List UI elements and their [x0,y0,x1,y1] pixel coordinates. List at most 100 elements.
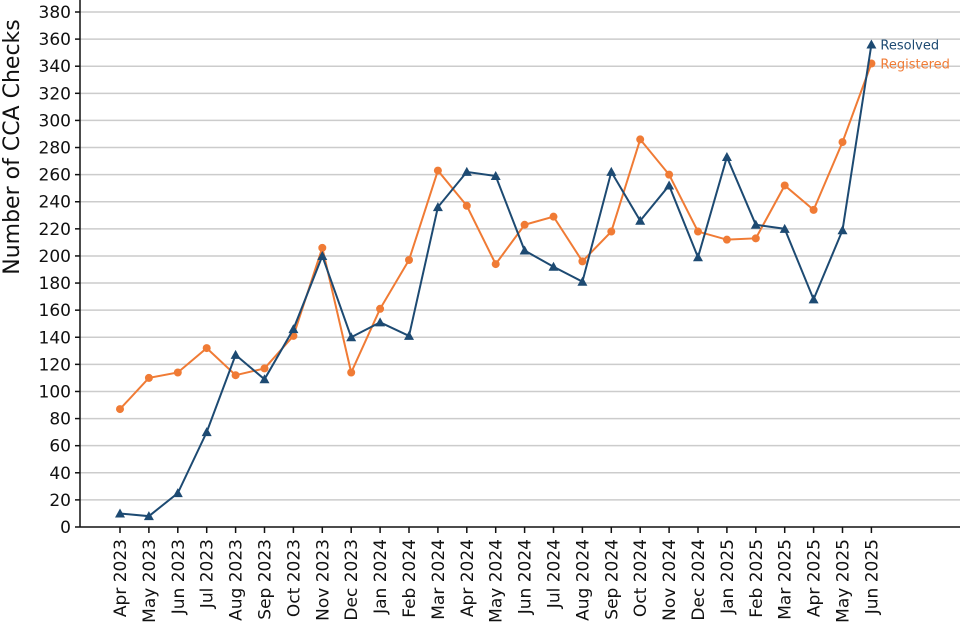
x-tick-label: Apr 2023 [111,539,131,617]
y-tick-label: 200 [39,247,71,267]
x-axis: Apr 2023 May 2023 Jun 2023 Jul 2023 Aug 2023… [80,526,960,623]
series-group [115,39,877,521]
y-axis: 0 20 40 60 80 100 120 140 160 180 200 220 240 260 280 3… [39,0,81,538]
data-point-registered [549,212,558,221]
x-tick-label: Dec 2024 [689,539,709,621]
y-tick-label: 320 [39,84,71,104]
data-point-resolved [461,166,472,176]
x-tick-label: Jan 2024 [371,539,391,615]
data-point-resolved [808,294,819,304]
data-point-registered [578,257,587,266]
data-point-resolved [201,427,212,437]
data-point-resolved [490,170,501,180]
x-tick-label: Mar 2024 [429,539,449,620]
y-tick-label: 220 [39,220,71,240]
data-point-registered [173,368,182,377]
data-point-resolved [664,180,675,190]
x-tick-label: Sep 2023 [256,539,276,620]
data-point-resolved [606,166,617,176]
data-point-resolved [519,245,530,255]
data-point-registered [809,205,818,214]
gridlines [80,11,960,501]
data-point-registered [780,181,789,190]
y-tick-label: 120 [39,355,71,375]
y-tick-label: 380 [39,3,71,23]
y-tick-label: 80 [49,410,71,430]
data-point-resolved [259,374,270,384]
x-tick-label: Jun 2024 [516,539,536,615]
y-tick-label: 60 [49,437,71,457]
data-point-registered [722,235,731,244]
x-tick-label: Jun 2025 [862,539,882,615]
x-tick-label: Jul 2023 [198,539,218,609]
data-point-registered [144,373,153,382]
x-tick-label: Aug 2023 [227,539,247,621]
x-tick-label: Mar 2025 [776,539,796,620]
data-point-registered [260,364,269,373]
data-point-resolved [404,330,414,340]
data-point-registered [751,234,760,243]
y-tick-label: 40 [49,464,71,484]
x-tick-label: May 2024 [487,539,507,623]
y-tick-label: 260 [39,166,71,186]
data-point-resolved [115,508,125,518]
data-point-registered [202,344,211,353]
data-point-resolved [346,332,357,342]
data-point-resolved [866,39,877,49]
data-point-resolved [721,152,732,162]
data-point-registered [231,371,240,380]
data-point-registered [838,138,847,147]
y-tick-label: 160 [39,301,71,321]
data-point-registered [665,170,674,179]
x-tick-label: Oct 2024 [631,539,651,617]
data-point-resolved [230,349,241,359]
data-point-resolved [375,317,386,327]
data-point-registered [318,243,327,252]
x-tick-label: Apr 2024 [458,539,478,617]
y-axis-title: Number of CCA Checks [0,19,25,274]
data-point-resolved [750,219,761,229]
data-point-registered [347,368,356,377]
x-tick-label: Sep 2024 [602,539,622,620]
data-point-registered [376,304,385,313]
x-tick-label: Jan 2025 [718,539,738,615]
series-label-resolved: Resolved [880,39,939,54]
data-point-registered [520,220,529,229]
x-tick-label: Dec 2023 [342,539,362,621]
x-tick-label: Apr 2025 [805,539,825,617]
data-point-resolved [432,202,443,212]
data-point-resolved [635,215,646,225]
x-tick-label: Feb 2024 [400,539,420,618]
y-tick-label: 180 [39,274,71,294]
y-tick-label: 300 [39,111,71,131]
data-point-registered [405,256,413,265]
data-point-resolved [837,225,848,235]
x-tick-label: Nov 2024 [660,539,680,621]
x-tick-label: May 2023 [140,539,160,623]
y-tick-label: 240 [39,193,71,213]
data-point-resolved [172,488,183,498]
x-tick-label: Jun 2023 [169,539,189,615]
series-label-registered: Registered [880,58,950,73]
data-point-resolved [288,324,299,334]
series-labels: Resolved Registered [880,39,950,73]
data-point-registered [433,166,442,175]
data-point-registered [607,227,616,236]
y-tick-label: 100 [39,382,71,402]
y-tick-label: 340 [39,57,71,77]
data-point-resolved [548,261,559,271]
data-point-resolved [693,252,703,262]
y-tick-label: 0 [60,518,71,538]
data-point-registered [462,201,471,210]
x-tick-label: Jul 2024 [545,539,565,609]
data-point-resolved [779,223,790,233]
y-tick-label: 140 [39,328,71,348]
data-point-registered [491,260,500,269]
data-point-registered [116,405,124,414]
y-tick-label: 360 [39,30,71,50]
x-tick-label: Feb 2025 [747,539,767,618]
data-point-registered [636,135,645,144]
x-tick-label: May 2025 [834,539,854,623]
